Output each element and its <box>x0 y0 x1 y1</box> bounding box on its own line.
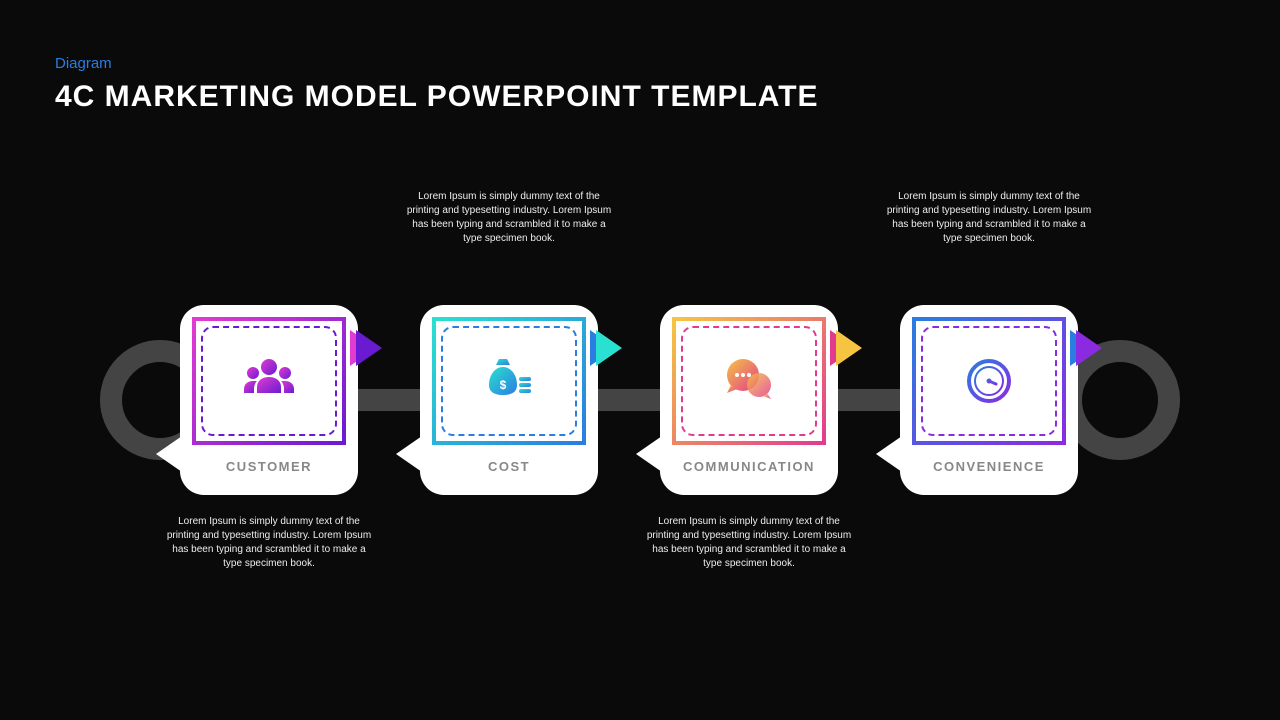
card-convenience: CONVENIENCE <box>900 305 1078 495</box>
card-label: COST <box>488 459 530 474</box>
arrow-back-icon <box>396 436 422 472</box>
dash-border <box>201 326 337 436</box>
page-title: 4C MARKETING MODEL POWERPOINT TEMPLATE <box>55 80 819 114</box>
card-inner <box>672 317 826 445</box>
header: Diagram 4C MARKETING MODEL POWERPOINT TE… <box>55 55 819 114</box>
card-inner <box>912 317 1066 445</box>
card-inner <box>192 317 346 445</box>
card-label: CUSTOMER <box>226 459 312 474</box>
dash-border <box>921 326 1057 436</box>
card-description: Lorem Ipsum is simply dummy text of the … <box>404 190 614 246</box>
card-description: Lorem Ipsum is simply dummy text of the … <box>884 190 1094 246</box>
dash-border <box>441 326 577 436</box>
arrow-forward-icon <box>836 330 862 366</box>
connector <box>834 389 904 411</box>
connector <box>594 389 664 411</box>
card-cost: $ COST <box>420 305 598 495</box>
arrow-forward-icon <box>596 330 622 366</box>
diagram-4c: CUSTOMERLorem Ipsum is simply dummy text… <box>0 300 1280 500</box>
arrow-forward-icon <box>356 330 382 366</box>
card-communication: COMMUNICATION <box>660 305 838 495</box>
card-customer: CUSTOMER <box>180 305 358 495</box>
connector <box>354 389 424 411</box>
arrow-forward-icon <box>1076 330 1102 366</box>
card-description: Lorem Ipsum is simply dummy text of the … <box>644 515 854 571</box>
card-description: Lorem Ipsum is simply dummy text of the … <box>164 515 374 571</box>
arrow-back-icon <box>876 436 902 472</box>
card-inner: $ <box>432 317 586 445</box>
arrow-back-icon <box>636 436 662 472</box>
card-label: CONVENIENCE <box>933 459 1045 474</box>
arrow-back-icon <box>156 436 182 472</box>
subtitle: Diagram <box>55 55 819 72</box>
dash-border <box>681 326 817 436</box>
card-label: COMMUNICATION <box>683 459 815 474</box>
